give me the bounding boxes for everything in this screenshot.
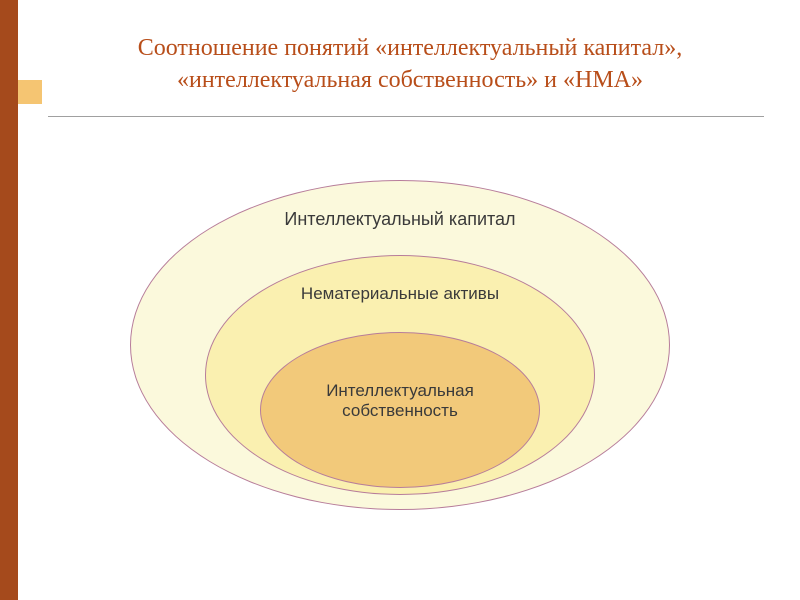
ellipse-label-1: Нематериальные активы <box>206 284 594 304</box>
title-line-1: Соотношение понятий «интеллектуальный ка… <box>60 32 760 64</box>
title-separator <box>48 116 764 117</box>
left-sidebar-bar <box>0 0 18 600</box>
ellipse-label-2: Интеллектуальнаясобственность <box>261 381 539 421</box>
title-line-2: «интеллектуальная собственность» и «НМА» <box>60 64 760 96</box>
slide-title: Соотношение понятий «интеллектуальный ка… <box>60 32 760 97</box>
ellipse-label-0: Интеллектуальный капитал <box>131 209 669 230</box>
nested-ellipse-diagram: Интеллектуальный капитал Нематериальные а… <box>50 150 750 550</box>
ellipse-2: Интеллектуальнаясобственность <box>260 332 540 488</box>
accent-square <box>18 80 42 104</box>
